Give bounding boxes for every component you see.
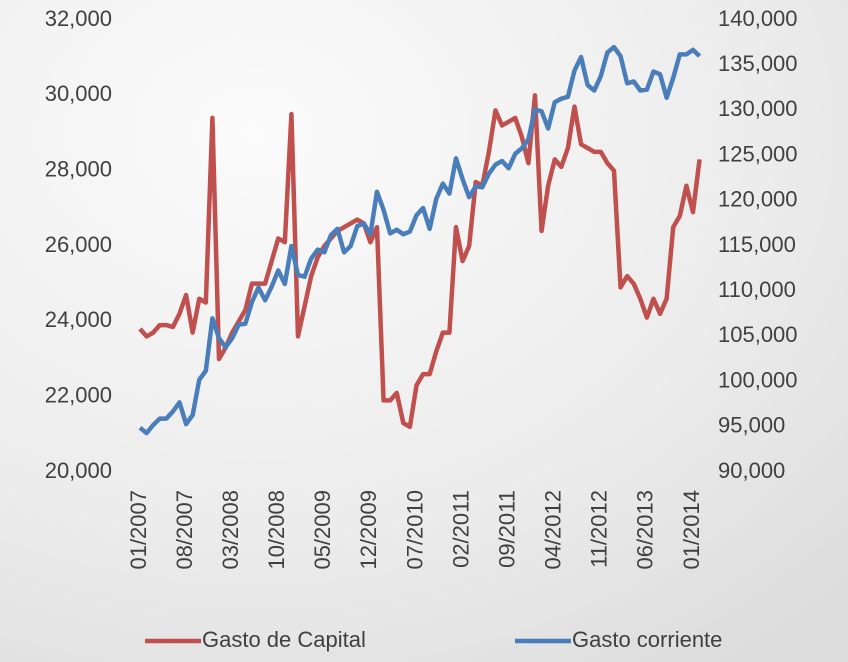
x-tick-label: 11/2012 — [587, 490, 612, 568]
x-tick-label: 08/2007 — [172, 490, 197, 570]
series-line — [138, 44, 702, 436]
y-tick-label: 20,000 — [45, 458, 112, 483]
legend-label: Gasto corriente — [572, 627, 722, 652]
y2-tick-label: 110,000 — [718, 277, 796, 302]
x-tick-label: 04/2012 — [541, 490, 566, 570]
y-tick-label: 22,000 — [45, 382, 112, 407]
x-tick-label: 01/2014 — [679, 490, 704, 570]
y2-tick-label: 130,000 — [718, 96, 798, 121]
x-tick-label: 12/2009 — [356, 490, 381, 570]
y2-tick-label: 105,000 — [718, 322, 798, 347]
y-tick-label: 26,000 — [45, 232, 112, 257]
y2-tick-label: 140,000 — [718, 6, 798, 31]
y-tick-label: 28,000 — [45, 156, 112, 181]
y-tick-label: 24,000 — [45, 307, 112, 332]
x-tick-label: 07/2010 — [402, 490, 427, 570]
y2-tick-label: 100,000 — [718, 367, 798, 392]
y2-tick-label: 135,000 — [718, 51, 798, 76]
x-tick-label: 10/2008 — [264, 490, 289, 570]
y-tick-label: 32,000 — [45, 6, 112, 31]
x-tick-label: 06/2013 — [633, 490, 658, 570]
y2-tick-label: 115,000 — [718, 232, 796, 257]
legend-label: Gasto de Capital — [202, 627, 366, 652]
x-tick-label: 01/2007 — [126, 490, 151, 570]
y2-tick-label: 95,000 — [718, 413, 785, 438]
series-line — [138, 93, 702, 430]
y2-tick-label: 90,000 — [718, 458, 785, 483]
y2-tick-label: 125,000 — [718, 141, 798, 166]
y2-tick-label: 120,000 — [718, 187, 798, 212]
x-tick-label: 05/2009 — [310, 490, 335, 570]
x-tick-label: 09/2011 — [494, 490, 519, 568]
x-tick-label: 02/2011 — [448, 490, 473, 568]
y-tick-label: 30,000 — [45, 81, 112, 106]
x-tick-label: 03/2008 — [218, 490, 243, 570]
